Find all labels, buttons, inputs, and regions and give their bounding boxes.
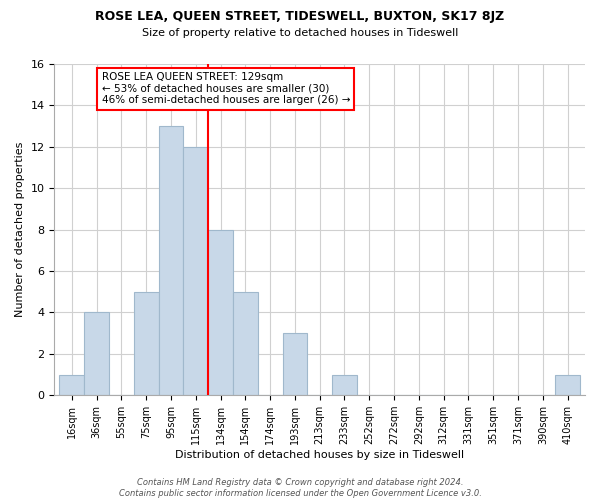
Bar — [555, 374, 580, 395]
Bar — [233, 292, 258, 395]
Bar — [84, 312, 109, 395]
Text: ROSE LEA, QUEEN STREET, TIDESWELL, BUXTON, SK17 8JZ: ROSE LEA, QUEEN STREET, TIDESWELL, BUXTO… — [95, 10, 505, 23]
Text: ROSE LEA QUEEN STREET: 129sqm
← 53% of detached houses are smaller (30)
46% of s: ROSE LEA QUEEN STREET: 129sqm ← 53% of d… — [101, 72, 350, 106]
Bar — [158, 126, 184, 395]
Bar — [208, 230, 233, 395]
Bar — [332, 374, 357, 395]
Text: Contains HM Land Registry data © Crown copyright and database right 2024.
Contai: Contains HM Land Registry data © Crown c… — [119, 478, 481, 498]
Bar — [59, 374, 84, 395]
Bar — [283, 333, 307, 395]
Bar — [134, 292, 158, 395]
Bar — [184, 147, 208, 395]
X-axis label: Distribution of detached houses by size in Tideswell: Distribution of detached houses by size … — [175, 450, 464, 460]
Y-axis label: Number of detached properties: Number of detached properties — [15, 142, 25, 318]
Text: Size of property relative to detached houses in Tideswell: Size of property relative to detached ho… — [142, 28, 458, 38]
